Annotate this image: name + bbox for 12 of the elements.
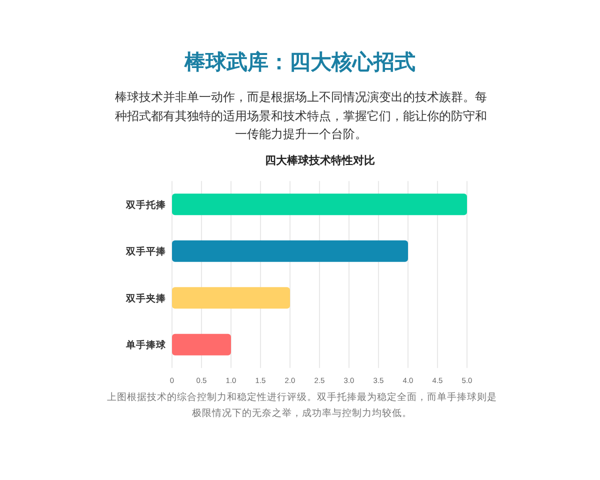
y-tick-label: 双手托捧	[125, 198, 167, 211]
y-tick-label: 双手夹捧	[125, 292, 167, 304]
chart-subtitle: 棒球技术并非单一动作，而是根据场上不同情况演变出的技术族群。每种招式都有其独特的适用场景和技术特点，掌握它们，能让你的防守和一传能力提升一个台阶。	[114, 89, 488, 143]
chart-title: 棒球武库：四大核心招式	[183, 50, 416, 76]
bar	[172, 194, 467, 216]
y-tick-label: 双手平捧	[125, 246, 167, 258]
text: 上图根据技术的综合控制力和稳定性进行评级。双手托捧最为稳定全面，而单手捧球则是极限情况下的无奈之举，成功率与控制力均较低。	[106, 391, 498, 421]
y-tick-label: 单手捧球	[125, 339, 167, 352]
bar	[172, 334, 231, 356]
bar	[172, 287, 290, 309]
text: 四大棒球技术特性对比	[265, 154, 375, 167]
bar	[172, 240, 408, 262]
